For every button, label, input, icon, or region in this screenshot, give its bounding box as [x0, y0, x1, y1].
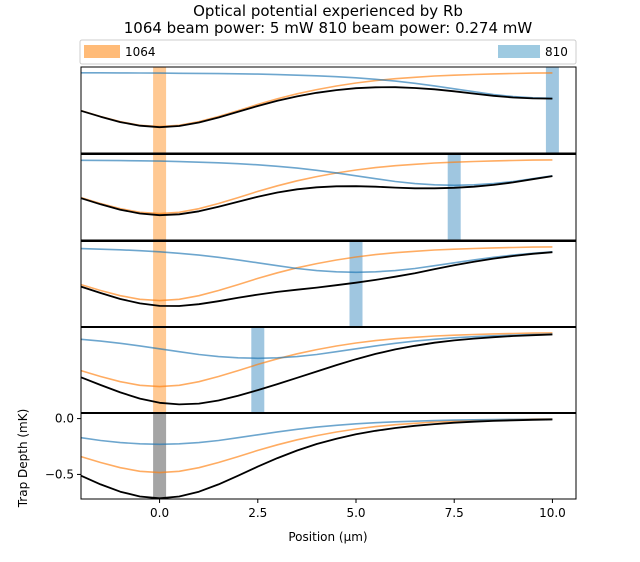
beam-1064-band	[153, 154, 167, 240]
series-line-810	[80, 159, 553, 187]
y-tick-label: −0.5	[45, 467, 74, 481]
x-tick-label: 0.0	[150, 506, 169, 520]
x-tick-label: 2.5	[248, 506, 267, 520]
series-line-1064	[80, 332, 553, 388]
legend-frame	[79, 39, 577, 65]
chart-subtitle: 1064 beam power: 5 mW 810 beam power: 0.…	[124, 19, 533, 37]
x-tick-label: 7.5	[445, 506, 464, 520]
series-line-810	[80, 333, 553, 360]
panel-1	[80, 66, 577, 154]
legend-label-810: 810	[545, 45, 568, 59]
series-line-total	[80, 418, 553, 500]
series-line-total	[80, 333, 553, 406]
series-line-total	[80, 175, 553, 217]
series-line-total	[80, 86, 553, 129]
beam-1064-band	[153, 413, 167, 499]
panel-2	[80, 153, 577, 241]
y-tick-label: 0.0	[55, 412, 74, 426]
panel-5	[80, 412, 577, 500]
legend: 1064 810	[79, 39, 577, 65]
beam-810-band	[349, 241, 363, 327]
panel-4	[80, 326, 577, 414]
legend-swatch-1064	[84, 45, 120, 58]
series-line-1064	[80, 159, 553, 215]
beam-810-band	[447, 154, 461, 240]
beam-810-band	[251, 327, 265, 413]
legend-label-1064: 1064	[125, 45, 156, 59]
chart-title: Optical potential experienced by Rb	[193, 2, 463, 20]
beam-1064-band	[153, 241, 167, 327]
series-line-1064	[80, 72, 553, 128]
series-line-total	[80, 251, 553, 307]
panel-3	[80, 240, 577, 328]
series-line-1064	[80, 246, 553, 302]
y-axis-label: Trap Depth (mK)	[16, 409, 30, 509]
x-tick-label: 10.0	[539, 506, 566, 520]
beam-810-band	[545, 67, 559, 153]
x-axis-label: Position (μm)	[288, 530, 367, 544]
series-line-810	[80, 247, 553, 274]
legend-swatch-810	[498, 45, 540, 58]
beam-1064-band	[153, 67, 167, 153]
y-axis: 0.0 −0.5	[45, 412, 81, 481]
series-line-810	[81, 72, 553, 100]
panels-layer	[80, 66, 577, 500]
beam-1064-band	[153, 327, 167, 413]
x-tick-label: 5.0	[346, 506, 365, 520]
series-line-810	[80, 418, 553, 446]
x-axis: 0.0 2.5 5.0 7.5 10.0	[150, 499, 566, 520]
